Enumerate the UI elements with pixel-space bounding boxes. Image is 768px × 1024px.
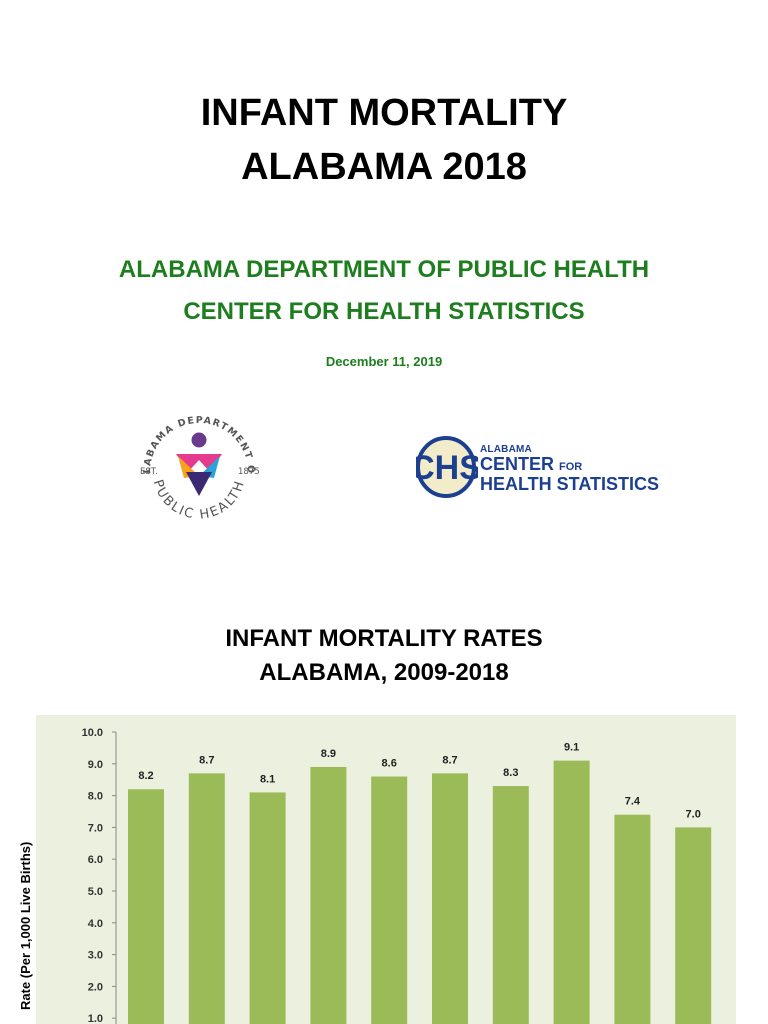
bar-2018 — [675, 827, 712, 1024]
data-label-2015: 8.3 — [503, 767, 518, 779]
y-tick-label: 5.0 — [88, 886, 103, 898]
data-label-2016: 9.1 — [564, 742, 579, 754]
chs-center-word: CENTER — [480, 454, 555, 474]
chs-for-word: FOR — [559, 461, 583, 473]
bar-chart: 1.0 2.0 3.0 4.0 5.0 6.0 7.0 8.0 9.0 10.0 8.2 8.7 8.1… — [82, 727, 712, 1024]
y-tick-label: 4.0 — [88, 918, 103, 930]
y-tick-label: 6.0 — [88, 854, 103, 866]
bar-2016 — [553, 760, 590, 1024]
data-label-2011: 8.1 — [260, 773, 275, 785]
org-name-line-1: ALABAMA DEPARTMENT OF PUBLIC HEALTH — [118, 256, 650, 283]
bar-2013 — [371, 776, 408, 1024]
y-tick-label: 3.0 — [88, 950, 103, 962]
chart-y-axis-label: Rate (Per 1,000 Live Births) — [18, 841, 33, 1010]
bar-2012 — [310, 766, 347, 1024]
data-label-2013: 8.6 — [382, 758, 397, 770]
data-label-2012: 8.9 — [321, 748, 336, 760]
page-title-line-2: ALABAMA 2018 — [241, 146, 527, 188]
y-tick-label: 8.0 — [88, 791, 103, 803]
seal-est-label: EST. — [140, 467, 158, 477]
data-label-2017: 7.4 — [625, 796, 641, 808]
chs-line-1: ALABAMA — [480, 444, 532, 455]
bar-2015 — [492, 786, 529, 1024]
data-label-2010: 8.7 — [199, 754, 214, 766]
chart-title-line-1: INFANT MORTALITY RATES — [225, 625, 543, 652]
chart-plot-area: 1.0 2.0 3.0 4.0 5.0 6.0 7.0 8.0 9.0 10.0 8.2 8.7 8.1… — [36, 715, 736, 1024]
org-name-line-2: CENTER FOR HEALTH STATISTICS — [183, 298, 585, 325]
adph-seal-logo: ALABAMA DEPARTMENT OF PUBLIC HEALTH EST.… — [134, 404, 260, 523]
chs-monogram-icon: CHS — [416, 436, 478, 498]
bar-2017 — [614, 814, 651, 1024]
data-label-2014: 8.7 — [442, 754, 457, 766]
bar-2010 — [188, 773, 225, 1024]
y-tick-label: 9.0 — [88, 759, 103, 771]
chs-monogram-letters: CHS — [416, 449, 478, 487]
y-tick-label: 7.0 — [88, 822, 103, 834]
chs-line-2: CENTER FOR — [480, 454, 582, 477]
seal-figure-body — [186, 472, 212, 496]
bar-2014 — [432, 773, 468, 1024]
chs-line-3: HEALTH STATISTICS — [480, 474, 659, 494]
seal-figure-head — [191, 432, 207, 448]
seal-year-label: 1875 — [238, 467, 260, 477]
bar-2009 — [128, 789, 164, 1024]
bar-2011 — [249, 792, 286, 1024]
chs-logo: CHS ALABAMA CENTER FOR HEALTH STATISTICS — [416, 434, 659, 500]
chart-title-line-2: ALABAMA, 2009-2018 — [259, 659, 509, 686]
data-label-2009: 8.2 — [138, 770, 153, 782]
publication-date: December 11, 2019 — [325, 354, 443, 369]
y-tick-label: 2.0 — [88, 981, 103, 993]
page-title-line-1: INFANT MORTALITY — [200, 92, 568, 134]
y-tick-label: 10.0 — [82, 727, 103, 739]
data-label-2018: 7.0 — [686, 808, 701, 820]
y-tick-label: 1.0 — [88, 1013, 103, 1024]
